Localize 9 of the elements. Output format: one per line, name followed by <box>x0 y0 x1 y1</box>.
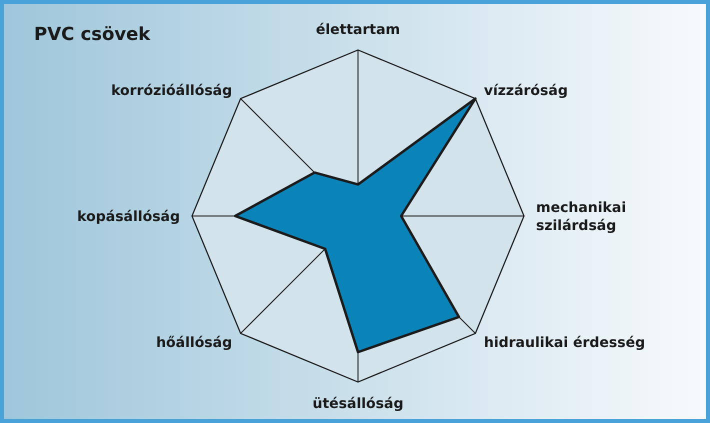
spoke-label: ütésállóság <box>312 396 404 412</box>
chart-title: PVC csövek <box>34 24 152 45</box>
spoke-label: korrózióállóság <box>111 83 232 100</box>
spoke-label: kopásállóság <box>77 209 180 225</box>
spoke-label: vízzáróság <box>484 83 568 100</box>
spoke-label: élettartam <box>316 22 400 38</box>
spoke-label: hőállóság <box>156 334 232 351</box>
spoke-label: hidraulikai érdesség <box>484 334 646 351</box>
spoke-label: mechanikai szilárdság <box>536 200 626 234</box>
